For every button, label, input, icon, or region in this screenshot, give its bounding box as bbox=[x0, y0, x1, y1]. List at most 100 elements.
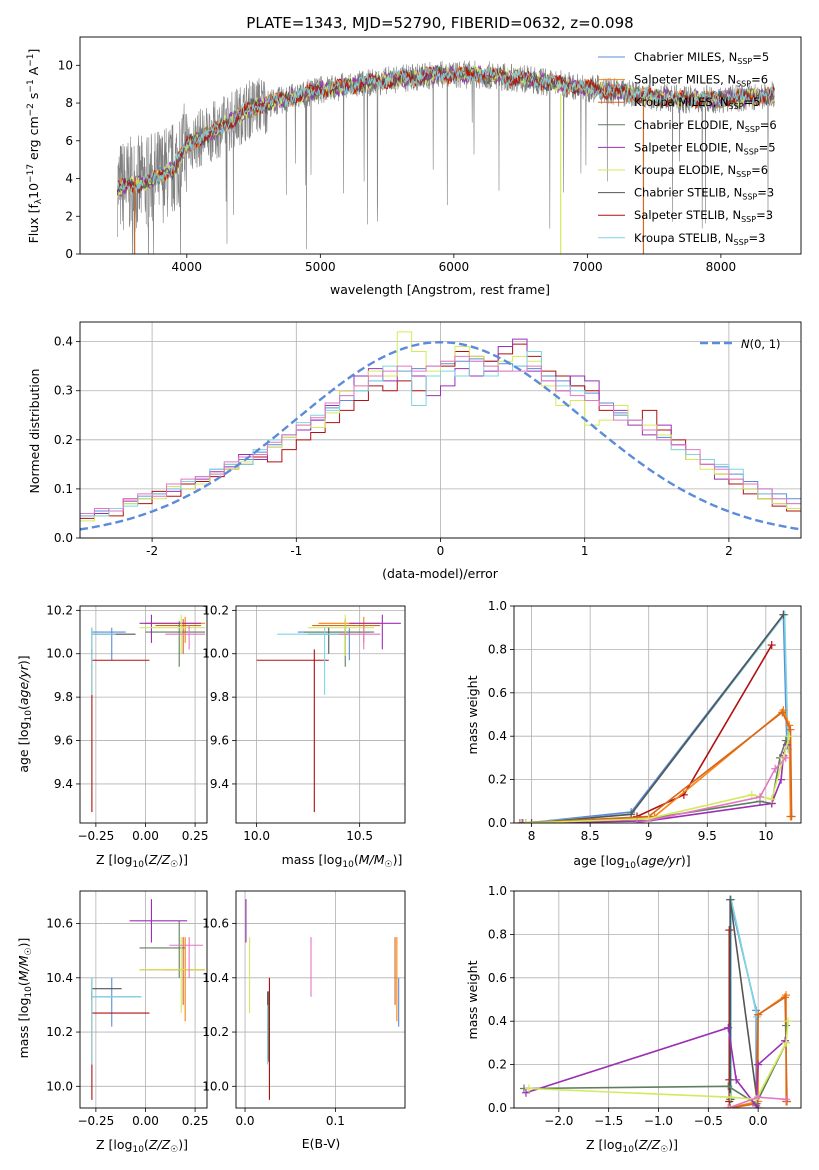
residuals-xtick-label: -2 bbox=[146, 544, 158, 558]
age_vs_Z-ytick-label: 9.8 bbox=[54, 690, 73, 704]
wz-ylabel: mass weight bbox=[465, 960, 480, 1039]
weight_vs_age-marker bbox=[778, 708, 787, 717]
age_vs_mass-xtick-label: 10.0 bbox=[243, 829, 270, 843]
age_vs_mass-point bbox=[256, 649, 329, 813]
weight_vs_Z-marker bbox=[725, 1075, 734, 1084]
weight_vs_Z-marker bbox=[784, 1017, 793, 1026]
weight_vs_age-xtick-label: 9 bbox=[645, 829, 653, 843]
spectrum-ylabel: Flux [fλ10−17 erg cm−2 s−1 A−1] bbox=[26, 49, 44, 244]
spectrum-axes: 4000 5000 6000 7000 8000 0 2 4 6 8 10 bbox=[58, 58, 736, 274]
mass_vs_Z-point bbox=[169, 937, 204, 978]
mass_vs_Z-xtick-label: −0.25 bbox=[77, 1114, 114, 1128]
age_vs_Z-point bbox=[155, 619, 202, 654]
mass_vs_Z-ytick-label: 10.4 bbox=[46, 971, 73, 985]
normal-curve bbox=[80, 340, 801, 531]
weight_vs_age-marker bbox=[786, 725, 795, 734]
spectrum-ytick-label: 4 bbox=[65, 172, 73, 186]
svg-text:Z [log10(Z/Z☉)]: Z [log10(Z/Z☉)] bbox=[96, 1137, 188, 1155]
age_vs_mass-ytick-label: 9.6 bbox=[210, 734, 229, 748]
mass_vs_ebv-xtick-label: 0.1 bbox=[326, 1114, 345, 1128]
mass_vs_ebv-ytick-label: 10.2 bbox=[202, 1025, 229, 1039]
age_vs_mass-axes: 10.0 10.5 9.4 9.6 9.8 10.0 10.2 bbox=[202, 603, 405, 843]
spectrum-ytick-label: 0 bbox=[65, 247, 73, 261]
weight_vs_Z-marker bbox=[724, 1023, 733, 1032]
weight_vs_Z-marker bbox=[524, 1084, 533, 1093]
svg-text:age [log10(age/yr)]: age [log10(age/yr)] bbox=[573, 853, 690, 871]
weight_vs_Z-xtick-label: −0.5 bbox=[694, 1114, 723, 1128]
legend-label: Kroupa STELIB, NSSP=3 bbox=[634, 231, 765, 247]
age_vs_Z-point bbox=[91, 627, 126, 661]
weight_vs_Z-frame bbox=[513, 890, 802, 1109]
age_vs_mass-xtick-label: 10.5 bbox=[346, 829, 373, 843]
residuals-ytick-label: 0.2 bbox=[54, 433, 73, 447]
age_vs_Z-ytick-label: 10.0 bbox=[46, 647, 73, 661]
massz-ylabel: mass [log10(M/M☉)] bbox=[16, 938, 34, 1059]
age_vs_Z-point bbox=[139, 614, 202, 643]
weight_vs_Z-marker bbox=[782, 1038, 791, 1047]
weight_vs_age-series-line bbox=[636, 757, 787, 823]
agez-ylabel: age [log10(age/yr)] bbox=[16, 655, 34, 772]
spectrum-xtick-label: 5000 bbox=[305, 260, 336, 274]
weight_vs_age-marker bbox=[767, 641, 776, 650]
residuals-ylabel: Normed distribution bbox=[27, 369, 42, 494]
weight_vs_age-marker bbox=[779, 610, 788, 619]
weight_vs_Z-ytick-label: 0.6 bbox=[488, 971, 507, 985]
weight_vs_age-ytick-label: 0.0 bbox=[488, 816, 507, 830]
age_vs_Z-ytick-label: 9.4 bbox=[54, 777, 73, 791]
mass_vs_ebv-axes: 0.0 0.1 10.0 10.2 10.4 10.6 bbox=[202, 891, 405, 1128]
weight_vs_Z-marker bbox=[724, 1104, 733, 1108]
weight_vs_age-marker bbox=[527, 819, 536, 823]
histogram-step bbox=[80, 355, 801, 538]
spectrum-model-line bbox=[116, 66, 775, 196]
weight_vs_age-ytick-label: 0.6 bbox=[488, 686, 507, 700]
mass_vs_Z-xtick-label: 0.00 bbox=[132, 1114, 159, 1128]
residuals-frame bbox=[79, 321, 802, 539]
spectrum-xtick-label: 7000 bbox=[572, 260, 603, 274]
weight_vs_Z-marker bbox=[754, 1060, 763, 1069]
weight_vs_Z-marker bbox=[521, 1088, 530, 1097]
age_vs_Z-point bbox=[165, 625, 206, 650]
svg-text:Z [log10(Z/Z☉)]: Z [log10(Z/Z☉)] bbox=[96, 852, 188, 870]
age_vs_mass-point bbox=[349, 614, 401, 650]
age_vs_mass-point bbox=[277, 627, 350, 695]
agez-xlabel: Z [log10(Z/Z☉)] bbox=[96, 852, 188, 870]
residuals-ytick-label: 0.4 bbox=[54, 335, 73, 349]
age_vs_Z-xtick-label: 0.00 bbox=[132, 829, 159, 843]
age_vs_mass-ytick-label: 10.2 bbox=[202, 603, 229, 617]
weight_vs_age-marker bbox=[785, 732, 794, 741]
wage-ylabel: mass weight bbox=[465, 675, 480, 754]
weight_vs_Z-ytick-label: 0.0 bbox=[488, 1101, 507, 1115]
residuals-ytick-label: 0.3 bbox=[54, 384, 73, 398]
mass_vs_ebv-ytick-label: 10.4 bbox=[202, 971, 229, 985]
weight_vs_Z-marker bbox=[724, 1082, 733, 1091]
weight_vs_Z-marker bbox=[754, 1010, 763, 1019]
mass_vs_Z-ytick-label: 10.6 bbox=[46, 917, 73, 931]
massebv-xlabel: E(B-V) bbox=[302, 1136, 341, 1151]
weight_vs_age-marker bbox=[787, 812, 796, 821]
legend-normal-label: N(0, 1) bbox=[741, 337, 781, 351]
residuals-xtick-label: 1 bbox=[581, 544, 589, 558]
weight_vs_age-marker bbox=[519, 819, 528, 823]
spectrum-xtick-label: 6000 bbox=[439, 260, 470, 274]
legend-label: Salpeter MILES, NSSP=6 bbox=[634, 73, 768, 89]
age_vs_Z-frame bbox=[79, 605, 208, 824]
age_vs_mass-ytick-label: 9.4 bbox=[210, 777, 229, 791]
weight_vs_age-marker bbox=[771, 764, 780, 773]
weight_vs_age-xtick-label: 10 bbox=[758, 829, 773, 843]
mass_vs_Z-point bbox=[91, 977, 142, 1065]
mass_vs_ebv-ytick-label: 10.0 bbox=[202, 1079, 229, 1093]
wz-xlabel: Z [log10(Z/Z☉)] bbox=[586, 1137, 678, 1155]
age_vs_mass-point bbox=[339, 625, 381, 650]
spectrum-ytick-label: 2 bbox=[65, 209, 73, 223]
agemass-xlabel: mass [log10(M/M☉)] bbox=[282, 852, 403, 870]
weight_vs_age-marker bbox=[521, 819, 530, 823]
residuals-xlabel: (data-model)/error bbox=[382, 566, 499, 581]
spectrum-xlabel: wavelength [Angstrom, rest frame] bbox=[330, 282, 550, 297]
mass_vs_Z-xtick-label: 0.25 bbox=[182, 1114, 209, 1128]
weight_vs_Z-marker bbox=[725, 926, 734, 935]
weight_vs_Z-xtick-label: −2.0 bbox=[544, 1114, 573, 1128]
spectrum-title: PLATE=1343, MJD=52790, FIBERID=0632, z=0… bbox=[246, 14, 633, 32]
weight_vs_age-frame bbox=[513, 605, 802, 824]
weight_vs_Z-ytick-label: 0.2 bbox=[488, 1058, 507, 1072]
weight_vs_age-marker bbox=[777, 775, 786, 784]
